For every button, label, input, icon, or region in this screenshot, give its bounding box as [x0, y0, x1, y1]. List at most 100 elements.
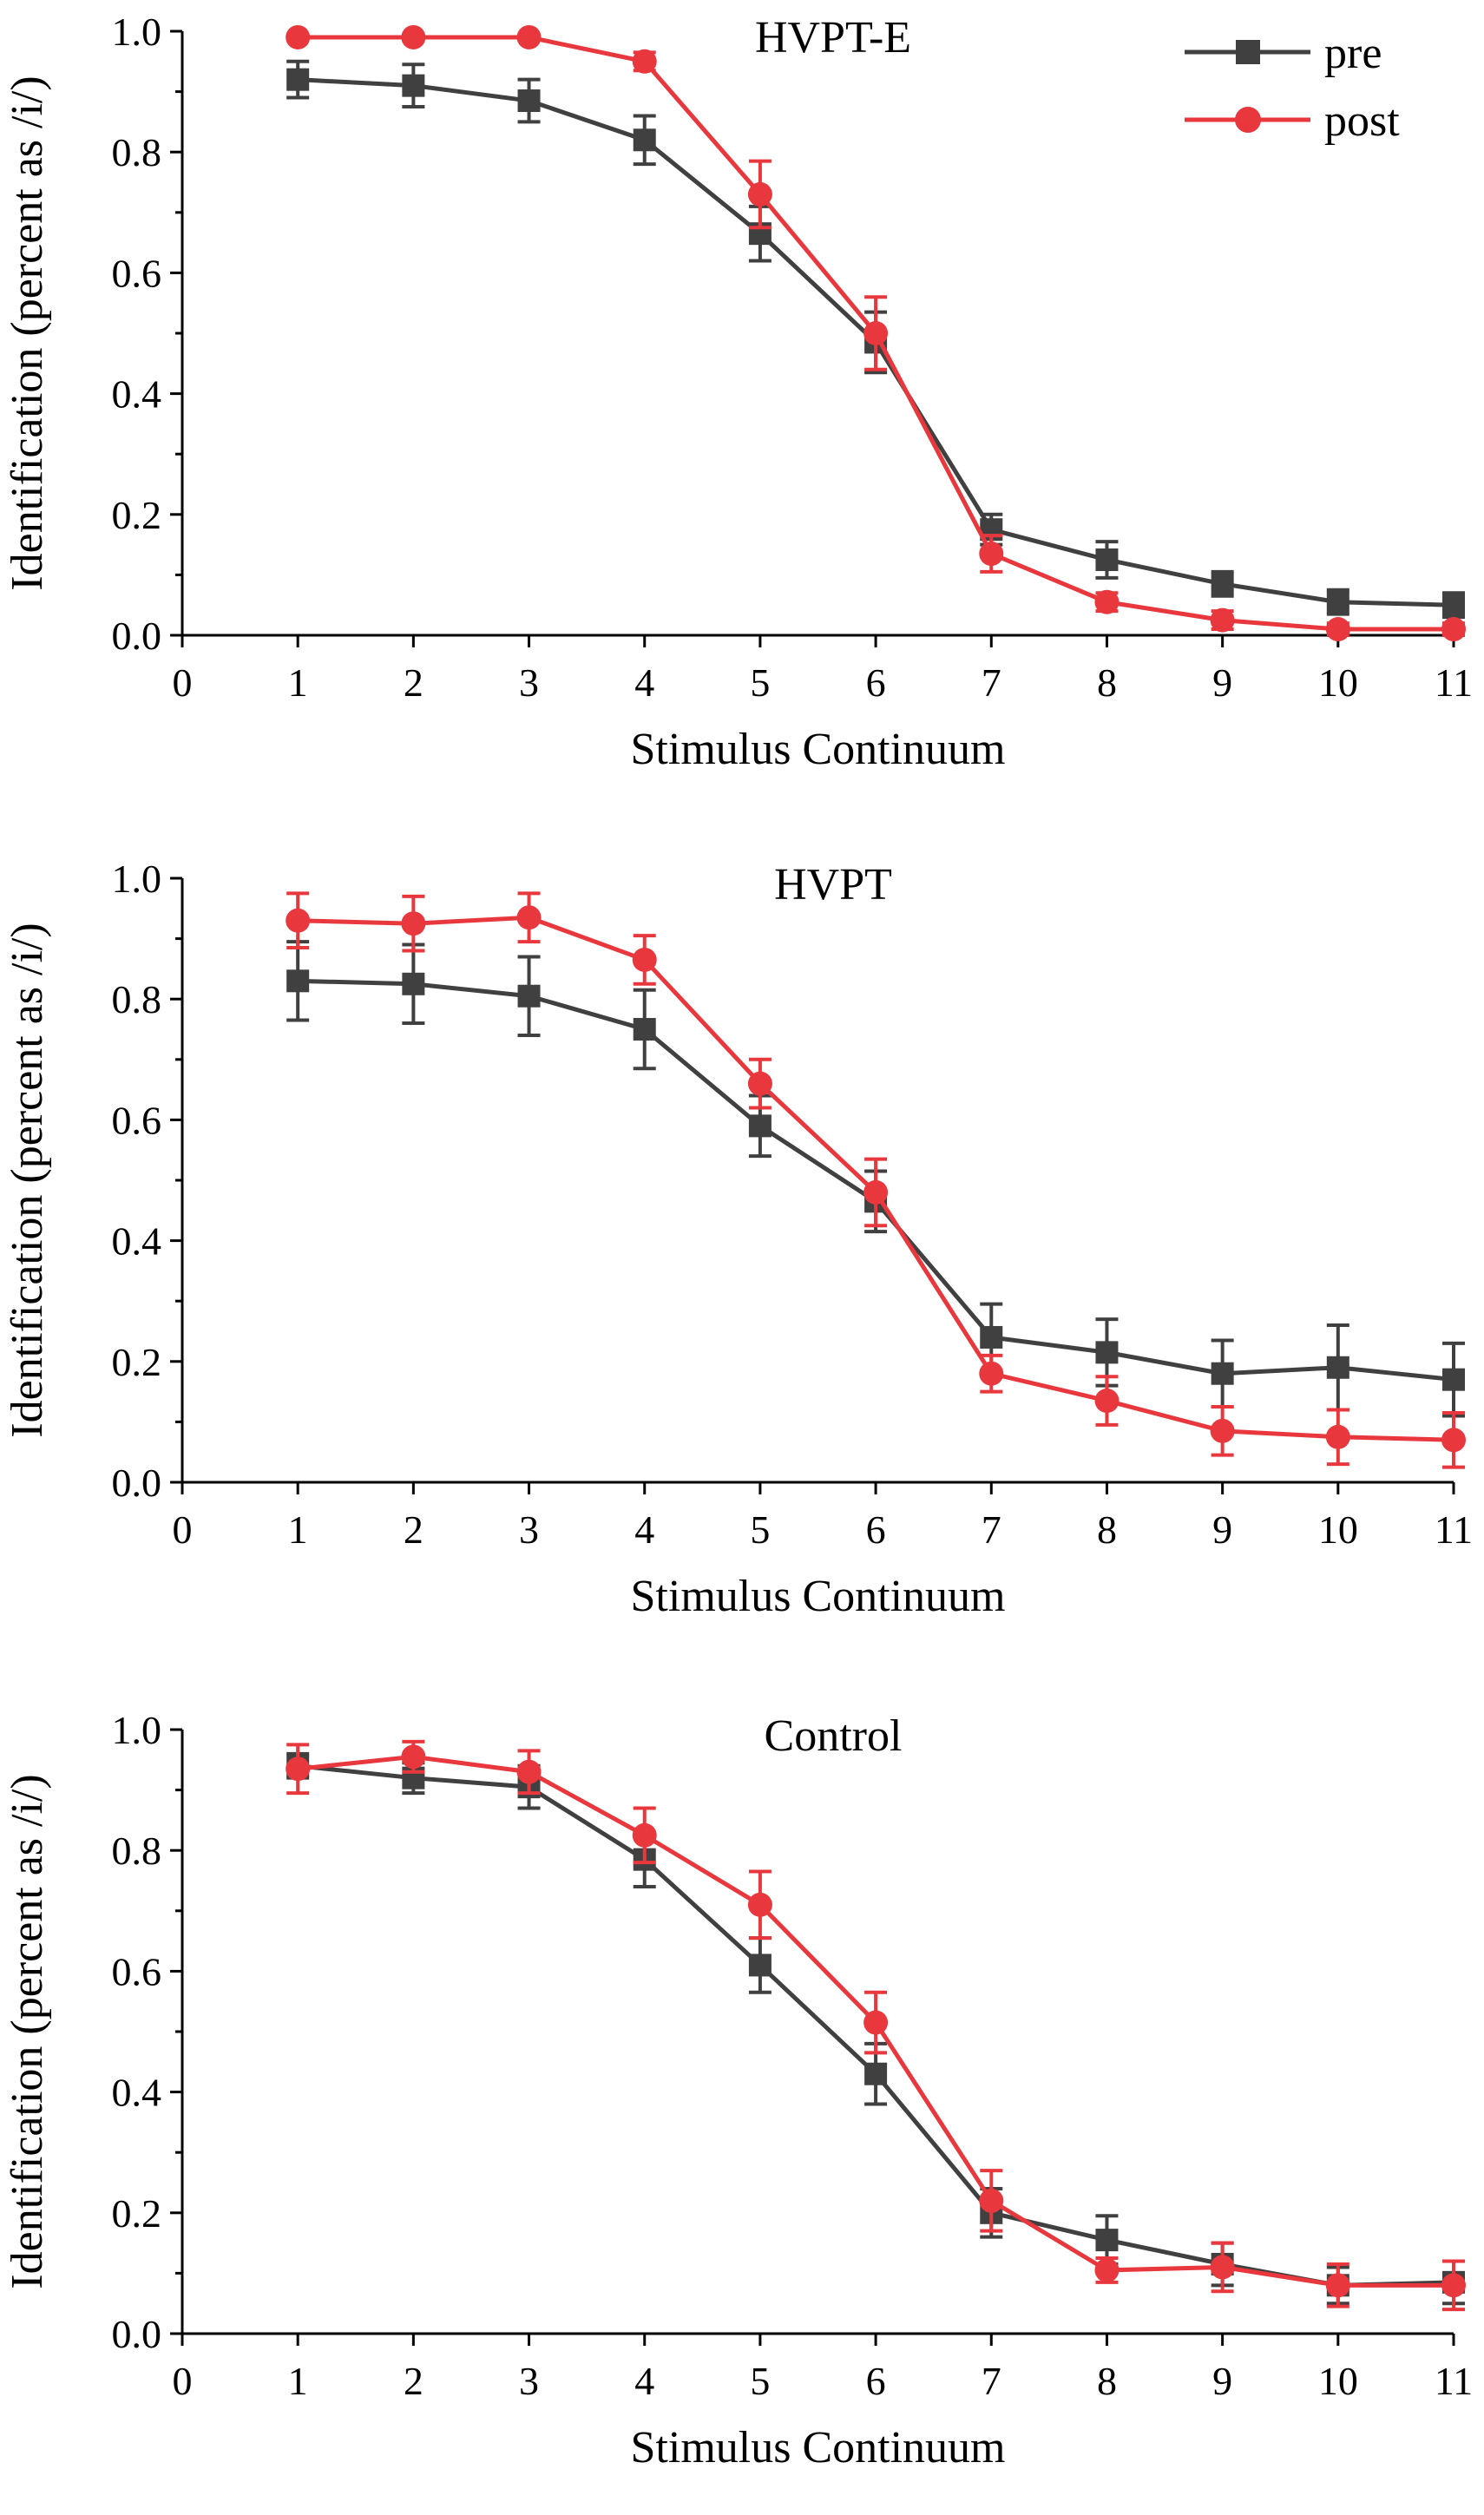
data-point-post [979, 2188, 1004, 2213]
x-tick-label: 9 [1212, 1507, 1232, 1552]
data-point-post [286, 1757, 311, 1782]
x-tick-label: 5 [750, 2359, 770, 2403]
x-tick-label: 10 [1318, 660, 1358, 705]
x-tick-label: 10 [1318, 2359, 1358, 2403]
chart-panel-2: 0.0 0.2 0.4 0.6 0.8 1.0 0 1 2 3 4 5 6 7 8 9 10 11 Stimulus… [3, 857, 1473, 1621]
data-point-post [747, 181, 772, 207]
y-tick-label: 0.0 [112, 614, 162, 658]
data-point-post [1325, 1424, 1350, 1449]
data-point-pre [1326, 590, 1349, 614]
data-point-post [979, 542, 1004, 567]
data-point-post [632, 947, 657, 972]
x-tick-label: 8 [1097, 1507, 1117, 1552]
data-point-post [401, 1744, 426, 1770]
data-point-post [747, 1892, 772, 1917]
data-point-pre [980, 1325, 1003, 1349]
x-tick-label: 11 [1435, 1507, 1473, 1552]
data-point-pre [748, 1954, 772, 1977]
x-tick-label: 3 [519, 2359, 539, 2403]
x-tick-label: 11 [1435, 660, 1473, 705]
data-point-post [1325, 617, 1350, 642]
data-point-pre [864, 2062, 888, 2085]
y-tick-label: 0.2 [112, 493, 162, 537]
data-point-post [1094, 1389, 1120, 1414]
y-tick-label: 0.4 [112, 372, 162, 417]
x-tick-label: 4 [634, 1507, 654, 1552]
data-point-post [1094, 2257, 1120, 2282]
data-point-post [286, 24, 311, 49]
y-tick-label: 0.6 [112, 251, 162, 295]
legend: pre post [1185, 29, 1400, 146]
x-tick-label: 4 [634, 2359, 654, 2403]
data-point-post [632, 1822, 657, 1848]
data-point-pre [1442, 594, 1465, 617]
data-point-post [1210, 607, 1235, 633]
x-tick-label: 8 [1097, 660, 1117, 705]
x-tick-label: 2 [404, 660, 424, 705]
x-tick-label: 0 [173, 660, 193, 705]
data-point-pre [633, 1018, 656, 1041]
x-tick-label: 1 [288, 660, 308, 705]
data-point-pre [633, 128, 656, 152]
data-point-post [1441, 2273, 1466, 2298]
data-point-pre [517, 984, 541, 1008]
y-tick-label: 0.8 [112, 130, 162, 174]
y-tick-label: 0.2 [112, 2191, 162, 2236]
x-axis-title: Stimulus Continuum [631, 725, 1006, 774]
x-tick-label: 1 [288, 1507, 308, 1552]
x-tick-label: 0 [173, 2359, 193, 2403]
x-tick-label: 7 [982, 1507, 1001, 1552]
x-tick-label: 3 [519, 660, 539, 705]
y-tick-label: 0.4 [112, 1219, 162, 1264]
data-point-post [286, 908, 311, 933]
data-point-pre [1095, 2229, 1119, 2252]
x-tick-label: 4 [634, 660, 654, 705]
panel-title: HVPT-E [755, 13, 911, 62]
x-tick-label: 5 [750, 1507, 770, 1552]
data-point-post [516, 1759, 542, 1784]
data-point-post [401, 24, 426, 49]
data-point-post [632, 49, 657, 74]
y-tick-label: 0.6 [112, 1949, 162, 1993]
chart-panel-1: 0.0 0.2 0.4 0.6 0.8 1.0 0 1 2 3 4 5 6 7 8 9 10 11 Stimulus… [3, 10, 1473, 774]
chart-panel-3: 0.0 0.2 0.4 0.6 0.8 1.0 0 1 2 3 4 5 6 7 8 9 10 11 Stimulus… [3, 1708, 1473, 2472]
legend-label-pre: pre [1324, 29, 1382, 78]
x-tick-label: 8 [1097, 2359, 1117, 2403]
data-point-pre [1095, 548, 1119, 571]
x-tick-label: 10 [1318, 1507, 1358, 1552]
data-point-pre [1211, 572, 1234, 595]
x-tick-label: 5 [750, 660, 770, 705]
data-point-pre [286, 969, 310, 993]
data-point-post [401, 911, 426, 936]
data-point-pre [1326, 1356, 1349, 1379]
panel-title: HVPT [774, 860, 892, 909]
x-tick-label: 6 [866, 1507, 886, 1552]
data-point-pre [286, 68, 310, 91]
x-tick-label: 2 [404, 1507, 424, 1552]
data-point-post [863, 321, 889, 345]
x-tick-label: 6 [866, 660, 886, 705]
x-tick-label: 7 [982, 660, 1001, 705]
x-axis-title: Stimulus Continuum [631, 2423, 1006, 2472]
data-point-pre [402, 972, 425, 995]
x-tick-label: 7 [982, 2359, 1001, 2403]
data-point-post [516, 905, 542, 930]
x-tick-label: 9 [1212, 660, 1232, 705]
legend-marker-post [1235, 107, 1261, 133]
data-point-post [747, 1071, 772, 1096]
x-tick-label: 9 [1212, 2359, 1232, 2403]
y-tick-label: 0.6 [112, 1098, 162, 1142]
y-tick-label: 0.8 [112, 1829, 162, 1873]
data-point-post [1094, 589, 1120, 614]
series-post [286, 24, 1466, 642]
y-tick-label: 0.2 [112, 1340, 162, 1384]
data-point-pre [517, 89, 541, 113]
data-point-post [1210, 1418, 1235, 1443]
data-point-pre [748, 1114, 772, 1138]
legend-label-post: post [1324, 96, 1400, 146]
y-tick-label: 0.4 [112, 2071, 162, 2115]
y-tick-label: 1.0 [112, 857, 162, 901]
x-tick-label: 11 [1435, 2359, 1473, 2403]
series-post [286, 891, 1466, 1469]
